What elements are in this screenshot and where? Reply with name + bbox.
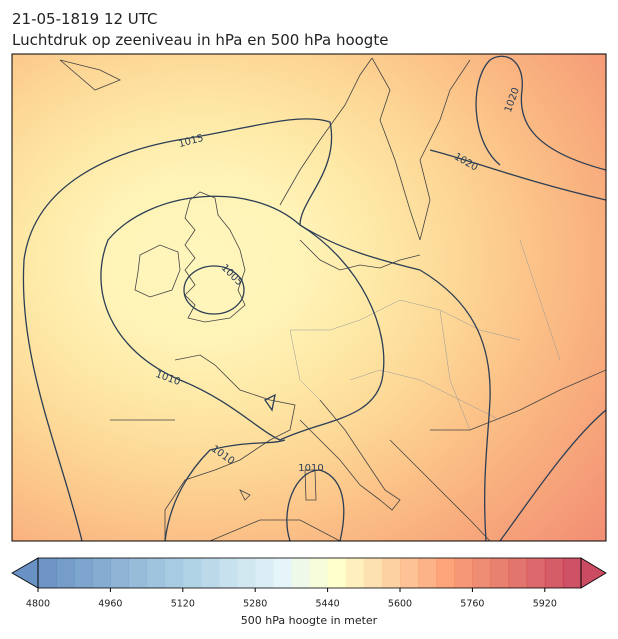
borders [289,239,561,431]
title-line: 21-05-1819 12 UTC [12,10,158,28]
colorbar-segment [544,558,564,588]
colorbar-segment [472,558,491,588]
colorbar-segment [219,558,238,588]
colorbar-tick-label: 5760 [460,599,484,610]
colorbar-segment [164,558,184,588]
isobars [22,55,606,541]
colorbar-tick-label: 5280 [243,599,267,610]
colorbar-label: 500 hPa hoogte in meter [241,614,378,627]
colorbar-extend-low [11,557,39,589]
colorbar-segment [418,558,437,588]
colorbar-segment [182,558,202,588]
colorbar-segment [363,558,383,588]
colorbar-segment [490,558,510,588]
colorbar-tick-label: 4800 [26,599,50,610]
colorbar-segment [74,558,93,588]
colorbar-segment [562,558,582,588]
colorbar-segment [128,558,148,588]
colorbar-segment [508,558,528,588]
title-line: Luchtdruk op zeeniveau in hPa en 500 hPa… [12,31,388,49]
colorbar-segment [146,558,166,588]
colorbar-segment [255,558,274,588]
isobar-label: 1010 [298,463,323,474]
colorbar-segment [436,558,455,588]
colorbar-segment [381,558,401,588]
colorbar-segment [92,558,111,588]
colorbar-segment [38,558,57,588]
colorbar-segment [110,558,129,588]
colorbar-segment [526,558,546,588]
colorbar-segment [345,558,365,588]
colorbar-frame [37,557,582,589]
colorbar-segment [273,558,292,588]
map-frame [11,53,607,542]
colorbar-tick-label: 5600 [388,599,412,610]
colorbar-segment [237,558,256,588]
colorbar-tick-label: 5440 [316,599,340,610]
colorbar-segment [454,558,473,588]
colorbar-segment [309,558,329,588]
colorbar-segment [327,558,347,588]
colorbar-segment [56,558,75,588]
colorbar-tick-label: 5920 [533,599,557,610]
colorbar-tick-label: 5120 [171,599,195,610]
colorbar-segment [291,558,310,588]
colorbar-extend-high [580,557,607,589]
colorbar-segment [400,558,419,588]
colorbar: 4800 4960 5120 5280 5440 5600 5760 5920 [11,557,607,610]
colorbar-segment [200,558,220,588]
colorbar-tick-label: 4960 [98,599,122,610]
coastlines [59,57,606,541]
height-field [12,54,606,541]
